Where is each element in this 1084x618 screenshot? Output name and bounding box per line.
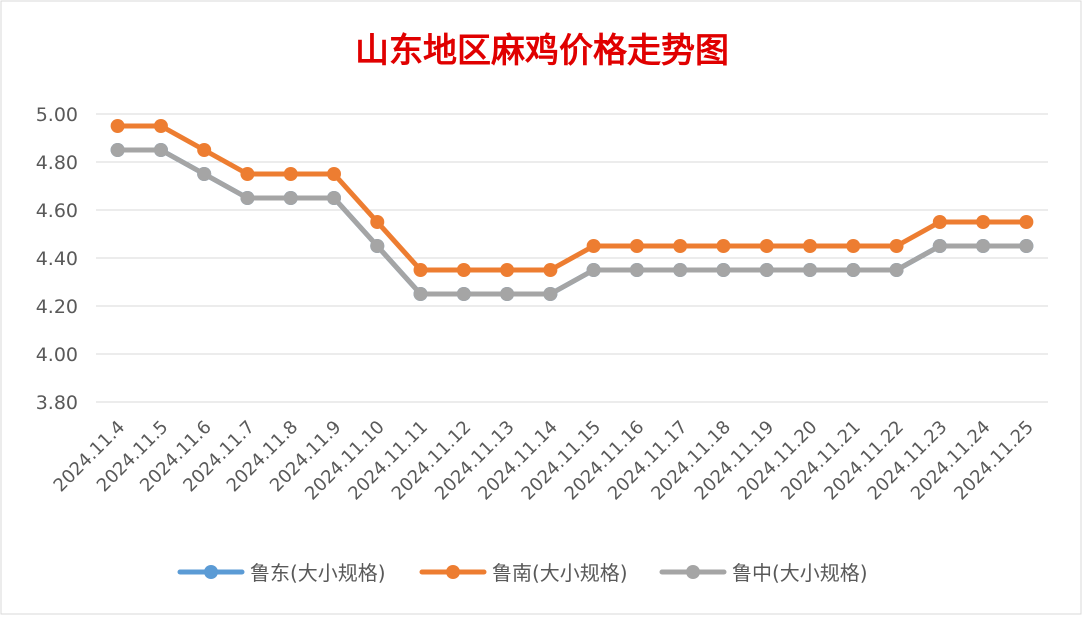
data-point (846, 239, 861, 253)
y-tick-label: 4.60 (36, 200, 78, 222)
y-tick-label: 4.20 (36, 296, 78, 318)
data-point (500, 287, 515, 301)
data-point (1019, 239, 1034, 253)
data-point (932, 239, 947, 253)
data-point (197, 143, 212, 157)
data-point (327, 167, 341, 181)
legend-swatch-marker (446, 565, 460, 579)
y-axis-ticks: 3.80 4.00 4.20 4.40 4.60 4.80 5.00 (36, 104, 78, 414)
series-line (115, 123, 1029, 273)
data-point (153, 143, 168, 157)
y-tick-label: 4.80 (36, 152, 78, 174)
data-point (629, 239, 644, 253)
data-point (370, 215, 385, 229)
data-point (327, 191, 341, 205)
data-point (197, 167, 212, 181)
legend-item: 鲁南(大小规格) (419, 561, 628, 585)
gridlines (96, 113, 1048, 403)
data-point (803, 263, 817, 277)
data-point (543, 287, 558, 301)
data-point (716, 239, 731, 253)
series-2 (110, 143, 1034, 301)
data-point (283, 167, 298, 181)
series-line (115, 147, 1029, 297)
data-point (240, 167, 255, 181)
data-point (976, 215, 991, 229)
legend-label: 鲁东(大小规格) (250, 561, 386, 585)
data-point (456, 287, 471, 301)
data-point (500, 263, 515, 277)
y-tick-label: 4.00 (36, 344, 78, 366)
data-point (629, 263, 644, 277)
data-point (673, 263, 688, 277)
data-point (889, 239, 904, 253)
data-point (456, 263, 471, 277)
legend-item: 鲁中(大小规格) (659, 561, 868, 585)
legend: 鲁东(大小规格) 鲁南(大小规格) 鲁中(大小规格) (177, 561, 868, 585)
data-point (370, 239, 385, 253)
legend-label: 鲁南(大小规格) (492, 561, 628, 585)
data-point (586, 263, 601, 277)
data-point (889, 263, 904, 277)
data-point (716, 263, 731, 277)
legend-swatch-marker (204, 565, 218, 579)
series-1 (110, 119, 1034, 277)
data-point (759, 239, 774, 253)
data-point (846, 263, 861, 277)
data-point (110, 119, 125, 133)
data-point (673, 239, 688, 253)
data-point (932, 215, 947, 229)
data-point (283, 191, 298, 205)
data-point (153, 119, 168, 133)
legend-swatch-marker (686, 565, 700, 579)
data-point (413, 287, 428, 301)
y-tick-label: 4.40 (36, 248, 78, 270)
data-point (803, 239, 817, 253)
legend-item: 鲁东(大小规格) (177, 561, 386, 585)
y-tick-label: 5.00 (36, 104, 78, 126)
data-point (413, 263, 428, 277)
data-point (240, 191, 255, 205)
data-point (586, 239, 601, 253)
legend-label: 鲁中(大小规格) (732, 561, 868, 585)
data-point (543, 263, 558, 277)
data-point (1019, 215, 1034, 229)
y-tick-label: 3.80 (36, 392, 78, 414)
series-lines (110, 119, 1034, 301)
data-point (110, 143, 125, 157)
data-point (976, 239, 991, 253)
chart-title: 山东地区麻鸡价格走势图 (355, 31, 729, 71)
data-point (759, 263, 774, 277)
